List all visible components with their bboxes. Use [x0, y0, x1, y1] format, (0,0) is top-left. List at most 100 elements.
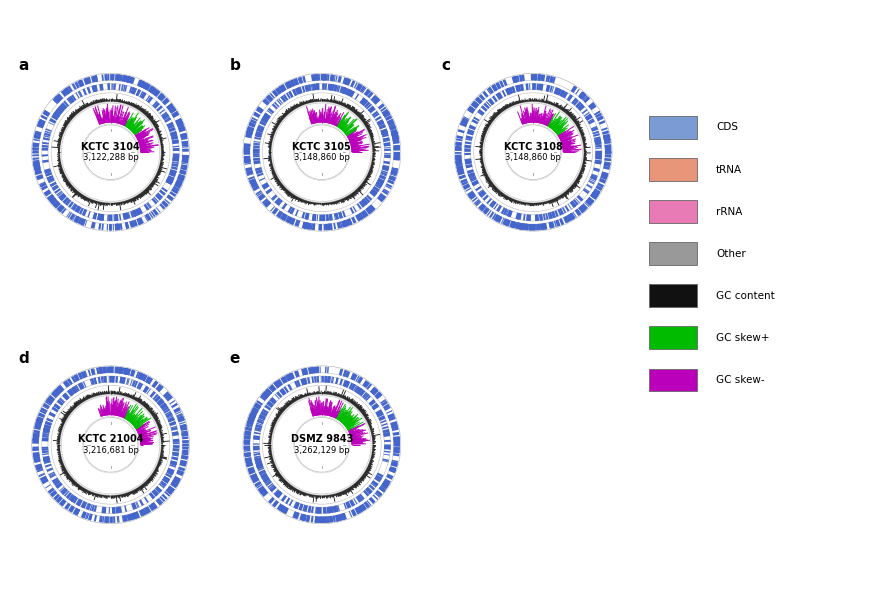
Wedge shape	[42, 142, 48, 144]
Wedge shape	[303, 368, 308, 375]
Wedge shape	[342, 513, 347, 520]
Wedge shape	[308, 506, 311, 513]
Wedge shape	[260, 473, 266, 478]
Wedge shape	[387, 473, 393, 478]
Wedge shape	[44, 133, 51, 136]
Wedge shape	[465, 144, 471, 147]
Wedge shape	[478, 94, 485, 101]
Wedge shape	[34, 166, 40, 170]
Wedge shape	[374, 186, 380, 191]
Wedge shape	[123, 368, 127, 374]
Wedge shape	[573, 199, 578, 205]
Wedge shape	[152, 381, 157, 387]
Wedge shape	[168, 418, 174, 423]
Wedge shape	[39, 183, 46, 187]
Wedge shape	[393, 147, 400, 150]
Wedge shape	[60, 195, 65, 199]
Wedge shape	[135, 502, 139, 508]
Wedge shape	[358, 377, 363, 384]
Wedge shape	[317, 367, 319, 373]
Wedge shape	[515, 85, 518, 92]
Wedge shape	[74, 216, 80, 223]
Wedge shape	[251, 184, 258, 188]
Wedge shape	[535, 84, 536, 90]
Text: rRNA: rRNA	[716, 207, 743, 217]
Wedge shape	[131, 503, 135, 510]
Wedge shape	[245, 457, 251, 460]
Wedge shape	[603, 137, 610, 140]
Wedge shape	[364, 393, 369, 400]
Wedge shape	[173, 155, 179, 156]
Wedge shape	[384, 433, 390, 435]
Wedge shape	[130, 221, 134, 227]
Wedge shape	[561, 218, 564, 224]
Wedge shape	[259, 416, 266, 419]
Wedge shape	[490, 201, 494, 206]
Wedge shape	[352, 374, 358, 381]
Wedge shape	[569, 213, 576, 220]
Wedge shape	[55, 95, 62, 101]
Wedge shape	[320, 224, 322, 230]
Wedge shape	[180, 424, 187, 428]
Wedge shape	[182, 444, 189, 446]
Wedge shape	[110, 376, 111, 382]
Wedge shape	[80, 218, 85, 225]
Wedge shape	[377, 196, 384, 202]
Wedge shape	[393, 157, 400, 161]
Wedge shape	[173, 442, 180, 444]
Wedge shape	[393, 146, 400, 149]
Wedge shape	[246, 170, 253, 175]
Wedge shape	[389, 176, 395, 181]
Wedge shape	[496, 82, 502, 89]
Wedge shape	[132, 210, 137, 217]
Wedge shape	[306, 213, 309, 220]
Wedge shape	[287, 82, 291, 88]
Wedge shape	[311, 75, 316, 81]
Wedge shape	[249, 414, 256, 417]
Wedge shape	[548, 213, 551, 219]
Wedge shape	[47, 396, 54, 402]
Wedge shape	[516, 213, 519, 219]
Wedge shape	[55, 482, 61, 487]
Wedge shape	[162, 478, 169, 484]
Wedge shape	[272, 103, 278, 109]
Wedge shape	[254, 162, 260, 164]
Wedge shape	[43, 433, 49, 436]
Wedge shape	[42, 447, 48, 449]
Wedge shape	[149, 87, 156, 93]
Wedge shape	[177, 177, 184, 181]
Wedge shape	[543, 214, 546, 220]
Wedge shape	[302, 221, 305, 228]
Wedge shape	[34, 458, 40, 463]
Wedge shape	[136, 371, 139, 378]
Wedge shape	[507, 88, 511, 94]
Wedge shape	[545, 75, 549, 82]
Wedge shape	[311, 75, 314, 81]
Wedge shape	[301, 378, 305, 385]
Wedge shape	[171, 460, 177, 464]
Wedge shape	[41, 185, 48, 190]
Wedge shape	[290, 208, 294, 214]
Wedge shape	[309, 84, 312, 91]
Wedge shape	[382, 131, 388, 136]
Wedge shape	[138, 80, 142, 87]
Wedge shape	[181, 135, 187, 138]
Wedge shape	[58, 205, 64, 212]
Wedge shape	[139, 373, 142, 379]
Wedge shape	[73, 205, 78, 211]
Wedge shape	[281, 377, 286, 384]
Wedge shape	[455, 146, 461, 148]
Wedge shape	[336, 85, 339, 92]
Wedge shape	[273, 91, 277, 97]
Wedge shape	[384, 445, 391, 447]
Wedge shape	[48, 178, 55, 182]
Wedge shape	[368, 399, 375, 405]
Wedge shape	[533, 84, 535, 90]
Wedge shape	[105, 376, 106, 383]
Wedge shape	[172, 431, 178, 434]
Wedge shape	[268, 497, 274, 503]
Wedge shape	[468, 192, 475, 198]
Wedge shape	[181, 430, 188, 433]
Wedge shape	[389, 417, 395, 420]
Wedge shape	[315, 516, 316, 523]
